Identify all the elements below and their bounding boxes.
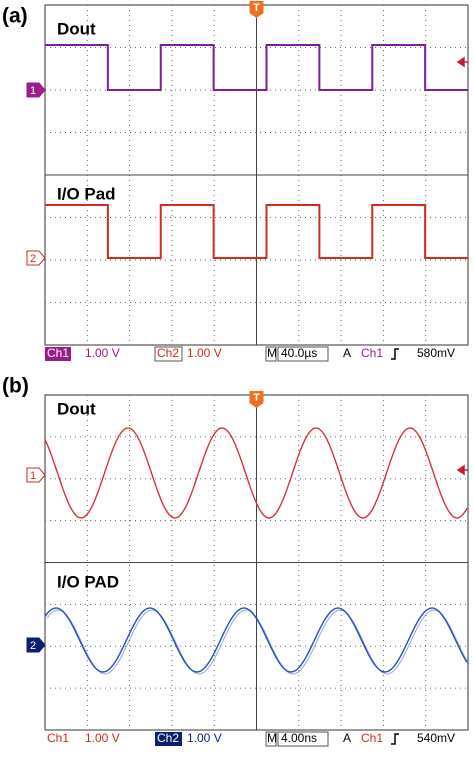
panel-label: (a) <box>2 5 28 28</box>
trace-1 <box>45 44 468 91</box>
status-text: A <box>343 731 351 745</box>
channel-marker-label: 1 <box>30 85 36 97</box>
status-text: Ch2 <box>157 346 179 360</box>
status-text: 40.0µs <box>281 346 317 360</box>
channel-marker-label: 1 <box>30 470 36 482</box>
trace-2 <box>45 204 468 259</box>
trace-2 <box>44 607 468 673</box>
channel-marker-label: 2 <box>30 253 36 265</box>
trace-name: Dout <box>57 399 96 418</box>
status-box <box>277 346 329 362</box>
panel-label: (b) <box>2 375 29 398</box>
trigger-level-arrow <box>456 56 468 68</box>
channel-marker <box>26 82 46 98</box>
status-text: Ch1 <box>47 346 69 360</box>
status-box <box>45 347 71 361</box>
trigger-label: T <box>253 2 260 14</box>
trigger-marker <box>249 1 264 18</box>
status-box <box>265 346 277 362</box>
status-box <box>155 732 182 746</box>
trace-2-overlay <box>46 609 470 675</box>
status-text: Ch1 <box>361 346 383 360</box>
slope-icon <box>391 733 399 745</box>
status-text: Ch2 <box>157 731 179 745</box>
status-box <box>265 731 277 747</box>
status-text: 1.00 V <box>85 346 120 360</box>
channel-marker <box>26 467 46 483</box>
trigger-marker <box>249 391 264 408</box>
status-text: 540mV <box>417 731 455 745</box>
trace-name: Dout <box>57 19 96 38</box>
trace-1 <box>44 427 468 519</box>
trigger-label: T <box>253 392 260 404</box>
channel-marker-label: 2 <box>30 640 36 652</box>
status-text: Ch1 <box>47 731 69 745</box>
trace-name: I/O Pad <box>57 184 116 203</box>
status-text: 1.00 V <box>187 731 222 745</box>
status-text: A <box>343 346 351 360</box>
trace-name: I/O PAD <box>57 572 119 591</box>
status-text: 580mV <box>417 346 455 360</box>
channel-marker <box>26 250 46 266</box>
status-box <box>277 731 329 747</box>
status-text: Ch1 <box>361 731 383 745</box>
status-bar <box>45 346 468 362</box>
status-bar <box>45 731 468 747</box>
slope-icon <box>391 348 399 360</box>
status-text: M <box>267 731 277 745</box>
status-text: M <box>267 346 277 360</box>
status-text: 1.00 V <box>85 731 120 745</box>
trigger-level-arrow <box>456 464 468 476</box>
status-box <box>154 346 183 362</box>
channel-marker <box>26 637 46 653</box>
status-text: 4.00ns <box>281 731 317 745</box>
status-text: 1.00 V <box>187 346 222 360</box>
